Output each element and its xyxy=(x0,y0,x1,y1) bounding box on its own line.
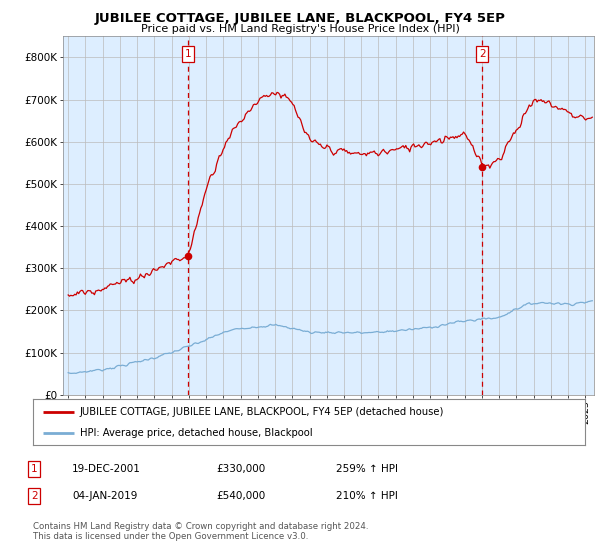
Text: 2: 2 xyxy=(31,491,38,501)
Text: 1: 1 xyxy=(31,464,38,474)
Text: Price paid vs. HM Land Registry's House Price Index (HPI): Price paid vs. HM Land Registry's House … xyxy=(140,24,460,34)
Text: HPI: Average price, detached house, Blackpool: HPI: Average price, detached house, Blac… xyxy=(80,428,313,438)
Text: £540,000: £540,000 xyxy=(216,491,265,501)
Text: 19-DEC-2001: 19-DEC-2001 xyxy=(72,464,141,474)
Text: 1: 1 xyxy=(185,49,191,59)
Text: JUBILEE COTTAGE, JUBILEE LANE, BLACKPOOL, FY4 5EP (detached house): JUBILEE COTTAGE, JUBILEE LANE, BLACKPOOL… xyxy=(80,407,444,417)
Text: 210% ↑ HPI: 210% ↑ HPI xyxy=(336,491,398,501)
Text: £330,000: £330,000 xyxy=(216,464,265,474)
Text: 2: 2 xyxy=(479,49,485,59)
Text: Contains HM Land Registry data © Crown copyright and database right 2024.
This d: Contains HM Land Registry data © Crown c… xyxy=(33,522,368,542)
Text: JUBILEE COTTAGE, JUBILEE LANE, BLACKPOOL, FY4 5EP: JUBILEE COTTAGE, JUBILEE LANE, BLACKPOOL… xyxy=(95,12,505,25)
Text: 04-JAN-2019: 04-JAN-2019 xyxy=(72,491,137,501)
Text: 259% ↑ HPI: 259% ↑ HPI xyxy=(336,464,398,474)
